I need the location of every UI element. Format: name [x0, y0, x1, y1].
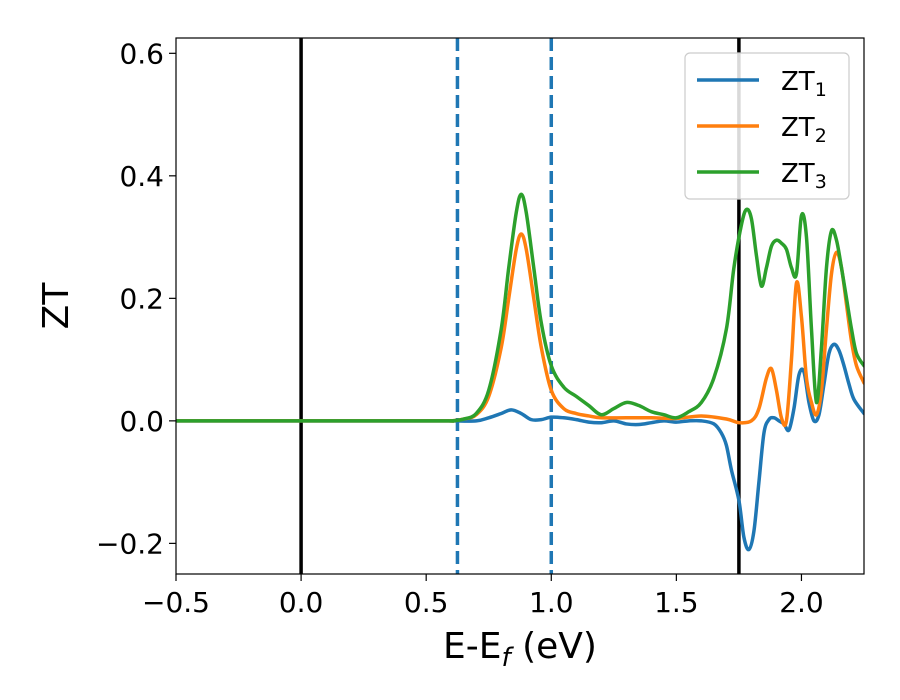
x-tick-label: 1.0: [529, 586, 574, 619]
x-tick-label: 0.5: [404, 586, 449, 619]
legend-label-zt1: ZT1: [781, 67, 827, 101]
series-layer: [176, 192, 864, 552]
y-tick-label: 0.4: [119, 160, 164, 193]
axes-frame: [175, 37, 865, 575]
y-tick-label: −0.2: [96, 527, 164, 560]
reference-lines: [299, 38, 741, 574]
series-line-zt1: [176, 342, 864, 552]
y-tick-label: 0.2: [119, 282, 164, 315]
legend: ZT1 ZT2 ZT3: [684, 52, 850, 200]
legend-label-zt3: ZT3: [781, 159, 827, 193]
x-tick-label: 1.5: [654, 586, 699, 619]
x-tick-label: 2.0: [779, 586, 824, 619]
y-tick-label: 0.6: [119, 37, 164, 70]
x-axis-label: E-Ef (eV): [443, 626, 597, 673]
x-tick-label: 0.0: [279, 586, 324, 619]
y-tick-label: 0.0: [119, 405, 164, 438]
y-ticks: −0.2 0.0 0.2 0.4 0.6: [96, 37, 176, 560]
series-line-zt2: [176, 232, 864, 428]
series-line-zt3: [176, 192, 864, 423]
legend-label-zt2: ZT2: [781, 113, 827, 147]
y-axis-label: ZT: [36, 282, 77, 330]
x-ticks: −0.5 0.0 0.5 1.0 1.5 2.0: [142, 574, 824, 619]
x-tick-label: −0.5: [142, 586, 210, 619]
legend-box: [684, 52, 850, 200]
